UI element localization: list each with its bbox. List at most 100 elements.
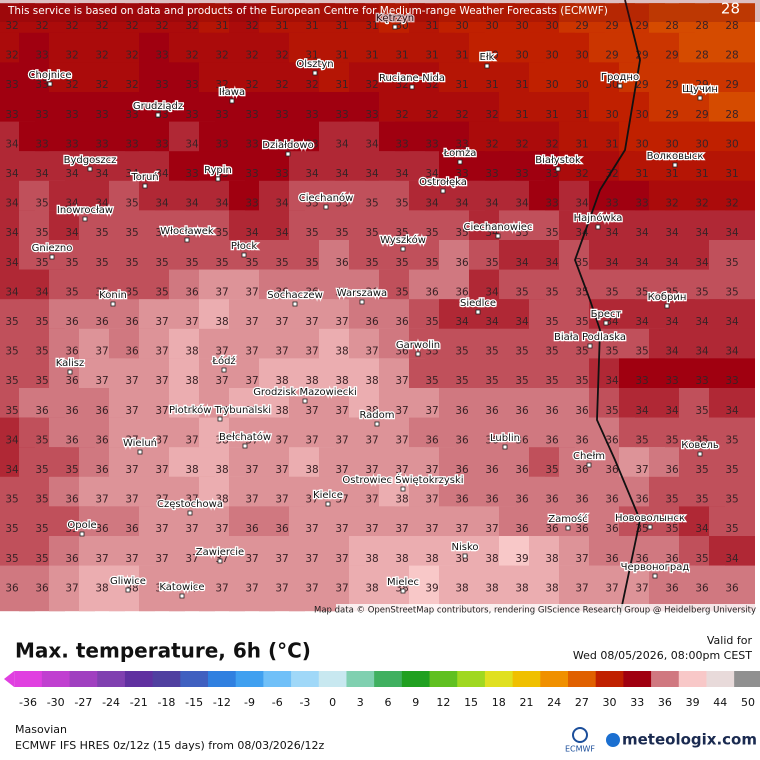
temperature-value: 29 [665,50,678,62]
temperature-value: 34 [65,227,79,239]
temperature-value: 34 [725,227,739,239]
temperature-value: 33 [245,138,258,150]
temperature-value: 34 [635,316,649,328]
city-marker [697,451,703,457]
colorbar-swatch [595,671,624,687]
temperature-value: 34 [605,257,619,269]
temperature-value: 29 [695,79,708,91]
temperature-value: 35 [515,346,528,358]
temperature-value: 37 [125,494,138,506]
temperature-value: 29 [665,109,678,121]
temperature-value: 34 [5,286,19,298]
temperature-value: 37 [155,494,168,506]
city-label: Kalisz [56,358,85,369]
colorbar-swatch [291,671,320,687]
temperature-value: 34 [395,168,409,180]
temperature-value: 35 [185,227,198,239]
city-marker [125,587,131,593]
temperature-value: 35 [5,494,18,506]
temperature-value: 37 [185,523,198,535]
temperature-value: 31 [575,138,588,150]
temperature-value: 35 [65,523,78,535]
temperature-value: 36 [335,286,349,298]
city-label: Garwolin [396,340,440,351]
city-label: Kielce [313,490,343,501]
temperature-value: 33 [125,109,138,121]
temperature-value: 31 [305,50,318,62]
city-marker [587,343,593,349]
notice-band [0,0,760,22]
temperature-value: 31 [335,50,348,62]
temperature-value: 31 [215,20,228,32]
colorbar-tick-label: 0 [329,696,336,709]
temperature-value: 37 [305,316,318,328]
temperature-value: 34 [665,316,679,328]
temperature-value: 29 [575,20,588,32]
legend-title: Max. temperature, 6h (°C) [15,639,311,663]
city-marker [495,233,501,239]
temperature-value: 30 [605,109,618,121]
colorbar-swatch [678,671,707,687]
temperature-value: 33 [725,375,738,387]
city-marker [565,525,571,531]
temperature-value: 34 [725,405,739,417]
temperature-value: 31 [515,79,528,91]
city-label: Włocławek [160,226,214,237]
temperature-value: 34 [725,553,739,565]
temperature-value: 32 [515,138,528,150]
temperature-value: 37 [305,405,318,417]
city-marker [221,367,227,373]
temperature-value: 33 [35,50,48,62]
temperature-value: 36 [605,434,619,446]
temperature-value: 35 [515,286,528,298]
temperature-value: 32 [395,79,408,91]
temperature-value: 36 [425,286,439,298]
temperature-value: 34 [125,168,139,180]
temperature-value: 36 [185,286,199,298]
temperature-value: 31 [365,50,378,62]
temperature-value: 35 [155,227,168,239]
city-label: Ostrowiec Świętokrzyski [342,473,463,486]
temperature-value: 34 [605,375,619,387]
temperature-value: 35 [245,257,258,269]
temperature-value: 35 [335,227,348,239]
temperature-value: 35 [35,523,48,535]
temperature-value: 29 [725,79,738,91]
temperature-value: 32 [425,109,438,121]
temperature-value: 38 [185,464,198,476]
temperature-value: 32 [155,20,168,32]
temperature-value: 34 [335,168,349,180]
city-marker [155,112,161,118]
temperature-value: 34 [635,227,649,239]
temperature-value: 35 [425,316,438,328]
temperature-value: 28 [665,20,678,32]
temperature-value: 33 [485,168,498,180]
temperature-value: 30 [455,20,468,32]
temperature-value: 35 [485,375,498,387]
temperature-value: 32 [185,50,198,62]
temperature-value: 36 [455,464,469,476]
temperature-value: 34 [425,198,439,210]
temperature-value: 38 [425,553,438,565]
temperature-value: 36 [65,553,79,565]
temperature-value: 35 [635,286,648,298]
city-marker [462,553,468,559]
temperature-value: 37 [275,553,288,565]
city-label: Ostrołęka [419,177,467,188]
temperature-value: 34 [635,405,649,417]
temperature-value: 34 [65,198,79,210]
temperature-value: 32 [215,79,228,91]
temperature-value: 37 [395,523,408,535]
colorbar-swatch [734,671,760,687]
temperature-value: 34 [65,168,79,180]
temperature-value: 37 [425,523,438,535]
city-label: Ковель [681,440,719,451]
temperature-value: 35 [95,286,108,298]
temperature-value: 35 [545,316,558,328]
temperature-value: 37 [185,316,198,328]
city-marker [409,84,415,90]
temperature-value: 36 [545,523,559,535]
temperature-value: 35 [5,553,18,565]
city-label: Łódź [211,355,235,367]
